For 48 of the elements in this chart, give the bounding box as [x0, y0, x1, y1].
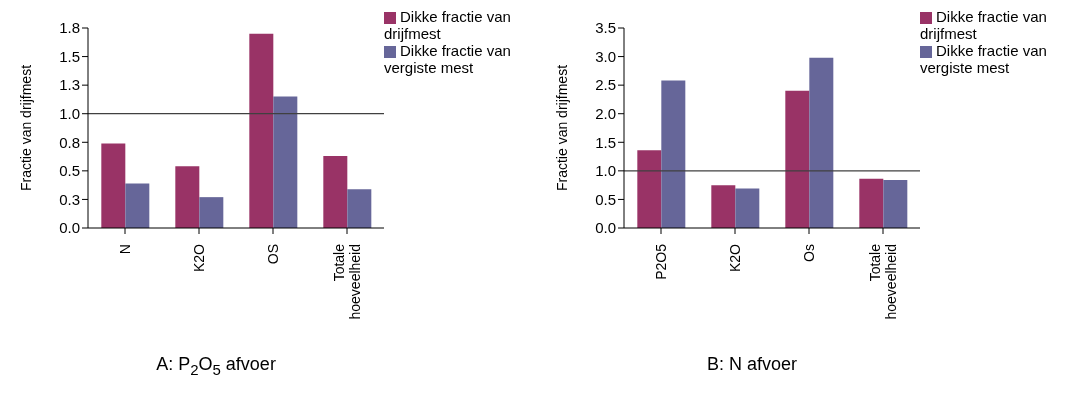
y-tick-label: 2.5 [595, 76, 616, 94]
bar [175, 166, 200, 228]
text: A: P$_{2}$O$_{5}$ afvoer [155, 354, 277, 378]
y-tick-label: 3.5 [595, 19, 616, 37]
y-tick-label: 1.5 [595, 133, 616, 151]
y-tick-label: 1.0 [59, 105, 80, 123]
y-tick-label: 1.3 [59, 76, 80, 94]
x-tick-label: K2O [727, 243, 743, 273]
y-axis-title: Fractie van drijfmest [553, 64, 570, 192]
y-tick-label: 0.0 [59, 219, 80, 237]
x-tick-label: Totale hoeveelheid [331, 243, 363, 320]
legend-label: Dikke fractie van vergiste mest [384, 42, 511, 76]
bar [125, 183, 150, 228]
bar [661, 80, 686, 228]
legend-label: Dikke fractie van drijfmest [384, 8, 511, 42]
y-tick-label: 1.8 [59, 19, 80, 37]
x-tick-label: OS [265, 244, 281, 265]
x-tick-label: Os [801, 244, 817, 262]
bar [347, 189, 372, 228]
bar [637, 150, 662, 228]
y-tick-label: 0.5 [595, 190, 616, 208]
y-tick-label: 3.0 [595, 47, 616, 65]
y-tick-label: 0.5 [59, 162, 80, 180]
bar [711, 185, 736, 228]
x-tick-label: K2O [191, 243, 207, 273]
y-tick-label: 0.8 [59, 133, 80, 151]
bar [199, 197, 224, 228]
y-tick-label: 0.3 [59, 190, 80, 208]
y-tick-label: 2.0 [595, 105, 616, 123]
y-tick-label: 1.0 [595, 162, 616, 180]
bar [859, 178, 884, 228]
y-axis-title: Fractie van drijfmest [17, 64, 34, 192]
bar [323, 156, 348, 228]
legend-label: Dikke fractie van drijfmest [920, 8, 1047, 42]
bar [785, 90, 810, 228]
bar [101, 143, 126, 228]
x-tick-label: Totale hoeveelheid [867, 243, 899, 320]
bar [249, 33, 274, 228]
text: B: N afvoer [705, 354, 798, 375]
bar [809, 57, 834, 228]
y-tick-label: 1.5 [59, 47, 80, 65]
bar [273, 96, 298, 228]
bar [883, 180, 908, 228]
y-tick-label: 0.0 [595, 219, 616, 237]
x-tick-label: P2O5 [653, 243, 669, 280]
legend-label: Dikke fractie van vergiste mest [920, 42, 1047, 76]
bar [735, 188, 760, 228]
x-tick-label: N [117, 244, 133, 255]
